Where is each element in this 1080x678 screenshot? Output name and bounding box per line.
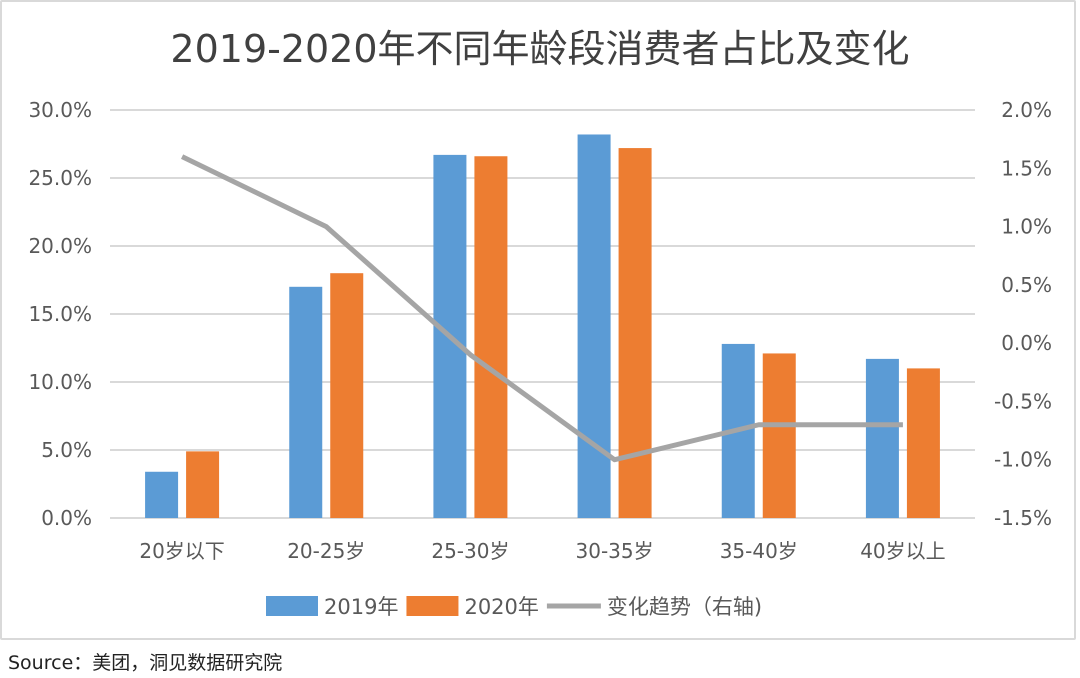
right-tick-label: 0.5% (1001, 273, 1052, 297)
right-tick-label: 1.0% (1001, 215, 1052, 239)
left-tick-label: 20.0% (28, 234, 92, 258)
bar-2020年 (186, 451, 220, 518)
right-tick-label: -1.5% (994, 506, 1052, 530)
category-label: 40岁以上 (860, 539, 945, 563)
left-tick-label: 30.0% (28, 98, 92, 122)
legend-label: 2019年 (324, 595, 398, 619)
bar-2020年 (330, 273, 364, 518)
bar-2019年 (289, 286, 323, 518)
category-label: 20岁以下 (139, 539, 224, 563)
bar-2019年 (865, 358, 899, 518)
bar-2019年 (145, 471, 179, 518)
chart-frame: 2019-2020年不同年龄段消费者占比及变化 0.0% 5.0% 10.0% 15.… (0, 0, 1076, 640)
bar-2020年 (762, 353, 796, 518)
category-label: 20-25岁 (287, 539, 365, 563)
bar-2019年 (577, 134, 611, 519)
left-tick-label: 25.0% (28, 166, 92, 190)
left-tick-label: 10.0% (28, 370, 92, 394)
legend-label: 变化趋势（右轴) (607, 595, 762, 619)
bar-2020年 (906, 368, 940, 518)
trend-line (180, 154, 903, 463)
legend-swatch (266, 596, 318, 616)
right-tick-label: 2.0% (1001, 98, 1052, 122)
right-tick-label: -1.0% (994, 448, 1052, 472)
bar-2020年 (474, 156, 508, 519)
left-tick-label: 15.0% (28, 302, 92, 326)
category-label: 35-40岁 (720, 539, 798, 563)
chart-title: 2019-2020年不同年龄段消费者占比及变化 (170, 27, 909, 71)
right-tick-label: 1.5% (1001, 156, 1052, 180)
category-label: 25-30岁 (431, 539, 509, 563)
legend-swatch (406, 596, 459, 616)
left-tick-label: 0.0% (41, 506, 92, 530)
left-tick-label: 5.0% (41, 438, 92, 462)
bar-2020年 (618, 148, 652, 518)
legend-label: 2020年 (464, 595, 538, 619)
right-tick-label: 0.0% (1001, 331, 1052, 355)
source-note: Source：美团，洞见数据研究院 (8, 652, 283, 674)
category-label: 30-35岁 (576, 539, 654, 563)
chart: 2019-2020年不同年龄段消费者占比及变化 0.0% 5.0% 10.0% 15.… (28, 27, 1052, 619)
right-tick-label: -0.5% (994, 389, 1052, 413)
